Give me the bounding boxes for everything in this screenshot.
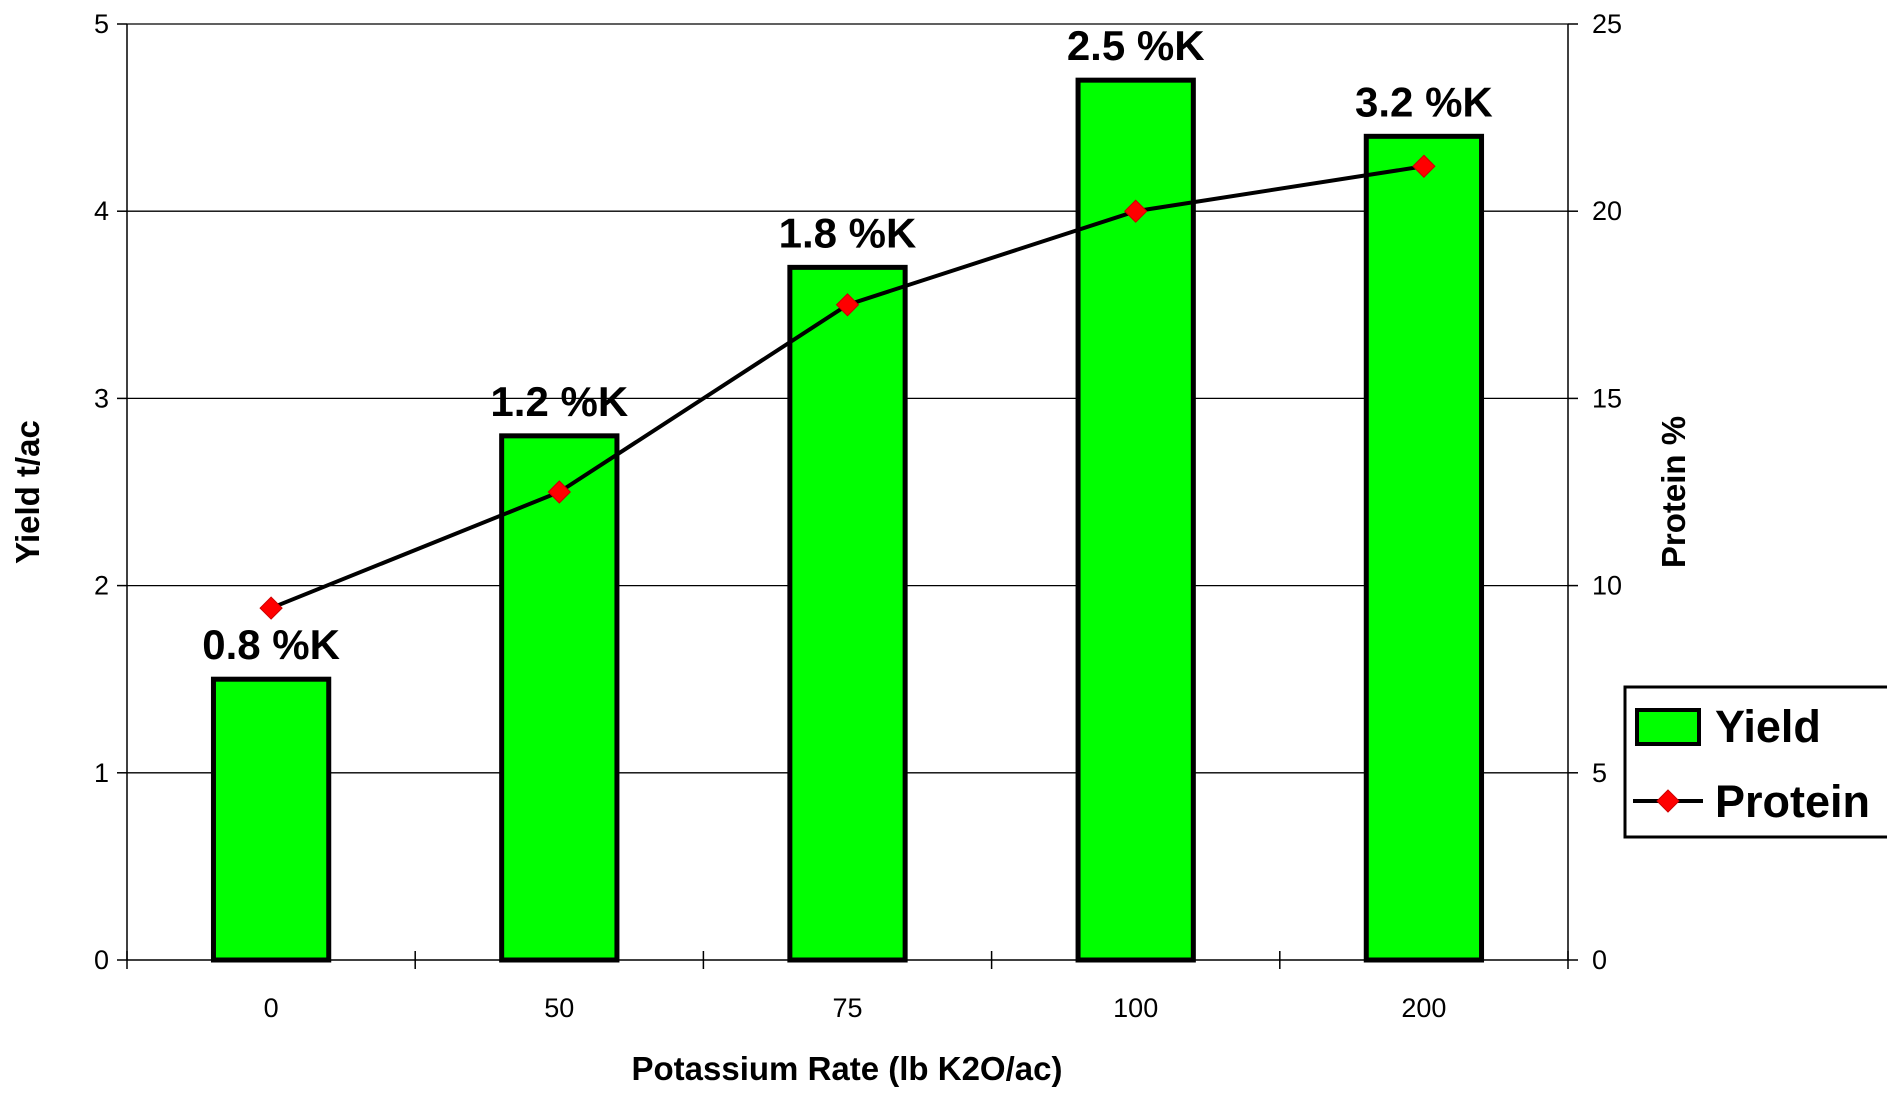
y2-axis-label: Protein %: [1655, 416, 1692, 568]
bar-annotation: 1.8 %K: [779, 209, 917, 256]
y-tick-label: 0: [94, 945, 109, 975]
x-tick-label: 0: [264, 993, 279, 1023]
yield-bar: [1363, 133, 1485, 963]
protein-marker: [1412, 154, 1436, 178]
protein-marker: [259, 596, 283, 620]
y2-tick-label: 20: [1592, 196, 1622, 226]
bar-annotation: 0.8 %K: [202, 621, 340, 668]
y-tick-label: 4: [94, 196, 109, 226]
protein-marker: [835, 293, 860, 317]
legend-protein-marker: [1656, 789, 1680, 813]
x-tick-label: 50: [544, 993, 574, 1023]
y-tick-label: 2: [94, 571, 109, 601]
yield-bar: [1075, 77, 1196, 963]
y2-tick-label: 25: [1592, 9, 1622, 39]
legend: Yield Protein: [1623, 685, 1887, 839]
x-tick-label: 200: [1401, 993, 1446, 1023]
protein-line: [259, 154, 1436, 620]
y-axis-label: Yield t/ac: [9, 420, 46, 564]
y2-tick-label: 15: [1592, 383, 1622, 413]
legend-yield-label: Yield: [1715, 701, 1821, 752]
protein-marker: [547, 480, 572, 504]
yield-bar: [787, 264, 908, 963]
y-tick-label: 1: [94, 758, 109, 788]
axis-labels: Potassium Rate (lb K2O/ac) Yield t/ac Pr…: [9, 416, 1692, 1087]
legend-yield-swatch: [1635, 708, 1701, 746]
y2-tick-label: 5: [1592, 758, 1607, 788]
yield-bar: [210, 676, 332, 963]
protein-marker: [1123, 199, 1148, 223]
yield-bar: [499, 433, 620, 963]
y2-tick-label: 10: [1592, 571, 1622, 601]
x-tick-label: 100: [1113, 993, 1158, 1023]
bar-annotation: 3.2 %K: [1355, 78, 1493, 125]
y-tick-label: 5: [94, 9, 109, 39]
yield-bars: [210, 77, 1485, 963]
bar-annotation: 2.5 %K: [1067, 22, 1205, 69]
bar-annotations: 0.8 %K 1.2 %K 1.8 %K 2.5 %K 3.2 %K: [202, 22, 1493, 668]
x-axis-label: Potassium Rate (lb K2O/ac): [632, 1050, 1063, 1087]
x-tick-label: 75: [832, 993, 862, 1023]
y2-tick-label: 0: [1592, 945, 1607, 975]
bar-annotation: 1.2 %K: [490, 378, 628, 425]
legend-protein-label: Protein: [1715, 776, 1870, 827]
y-tick-label: 3: [94, 383, 109, 413]
